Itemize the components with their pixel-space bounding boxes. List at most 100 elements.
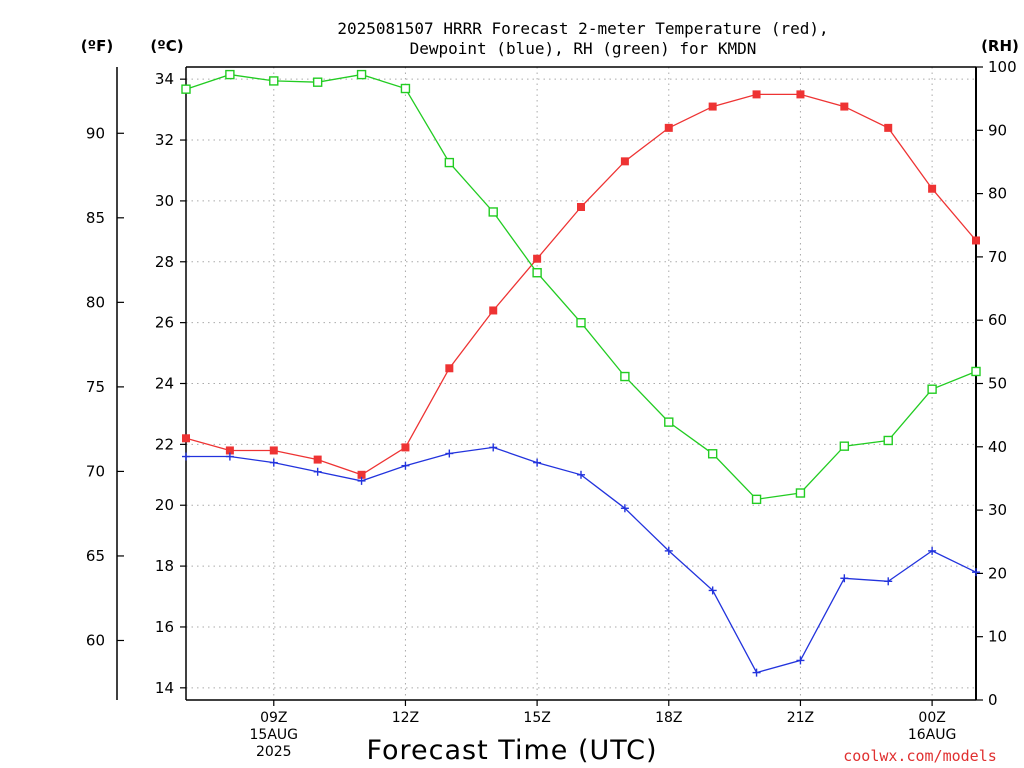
fahrenheit-tick-label: 70	[86, 462, 105, 480]
temperature-point	[928, 184, 937, 193]
dewpoint-point	[445, 449, 454, 458]
celsius-tick-label: 18	[155, 557, 174, 575]
rh-tick-label: 60	[988, 311, 1007, 329]
celsius-tick-label: 20	[155, 496, 174, 514]
rh-point	[883, 435, 893, 446]
dewpoint-point	[182, 452, 190, 461]
dewpoint-point	[489, 443, 498, 452]
fahrenheit-tick-label: 75	[86, 378, 105, 396]
dewpoint-point	[401, 461, 410, 470]
temperature-point	[533, 254, 542, 263]
dewpoint-point	[533, 458, 542, 467]
dewpoint-point	[928, 546, 937, 555]
temperature-point	[577, 202, 585, 211]
rh-point	[795, 488, 806, 498]
dewpoint-point	[269, 458, 278, 467]
rh-point	[532, 268, 542, 278]
temperature-point	[796, 90, 805, 99]
rh-tick-label: 10	[988, 628, 1007, 646]
rh-point	[488, 207, 498, 217]
rh-point	[400, 83, 411, 94]
dewpoint-point	[664, 546, 673, 555]
rh-point	[751, 494, 762, 505]
temperature-point	[182, 434, 190, 443]
celsius-tick-label: 32	[155, 131, 174, 149]
temperature-point	[489, 306, 498, 315]
rh-point	[664, 417, 674, 427]
x-tick-label: 15Z	[523, 710, 550, 726]
rh-point	[927, 384, 937, 394]
dewpoint-point	[796, 656, 805, 665]
temperature-point	[269, 446, 278, 455]
rh-tick-label: 30	[988, 501, 1007, 519]
temperature-point	[664, 123, 673, 132]
temperature-point	[752, 90, 761, 99]
axes: 14 16 18 20 22 24 26 28 30 32 34 60 65 70 75 80 85 90 0 10 2…	[86, 58, 1017, 760]
x-axis-title: Forecast Time (UTC)	[366, 735, 657, 766]
x-tick-label: 16AUG	[908, 727, 957, 743]
temperature-point	[708, 102, 717, 111]
rh-tick-label: 40	[988, 438, 1007, 456]
dewpoint-point	[752, 668, 761, 677]
rh-point	[707, 449, 718, 459]
rh-tick-label: 80	[988, 185, 1007, 203]
rh-tick-label: 20	[988, 564, 1007, 582]
celsius-tick-label: 24	[155, 375, 174, 393]
series	[181, 69, 981, 677]
rh-tick-label: 70	[988, 248, 1007, 266]
celsius-tick-label: 22	[155, 435, 174, 453]
temperature-point	[972, 236, 980, 245]
x-tick-label: 21Z	[787, 710, 814, 726]
dewpoint-point	[620, 504, 629, 513]
dewpoint-point	[357, 476, 366, 485]
dewpoint-point	[708, 586, 717, 595]
dewpoint-point	[972, 568, 980, 577]
rh-point	[444, 157, 455, 168]
rh-point	[312, 77, 323, 87]
dewpoint-point	[840, 574, 849, 583]
x-tick-label: 15AUG	[250, 727, 299, 743]
rh-point	[971, 366, 981, 377]
x-tick-label: 18Z	[655, 710, 682, 726]
rh-point	[620, 371, 630, 382]
celsius-tick-label: 14	[155, 679, 174, 697]
fahrenheit-axis-label: (ºF)	[81, 37, 113, 55]
rh-point	[269, 76, 279, 86]
celsius-tick-label: 26	[155, 314, 174, 332]
temperature-point	[313, 455, 322, 464]
temperature-point	[401, 443, 410, 452]
rh-tick-label: 100	[988, 58, 1017, 76]
dewpoint-point	[884, 577, 893, 586]
credit-text: coolwx.com/models	[843, 747, 997, 765]
x-tick-label: 12Z	[392, 710, 419, 726]
dewpoint-point	[313, 467, 322, 476]
celsius-tick-label: 30	[155, 192, 174, 210]
x-tick-label: 2025	[256, 744, 292, 760]
chart-title-line-2: Dewpoint (blue), RH (green) for KMDN	[410, 39, 757, 58]
rh-axis-label: (RH)	[981, 37, 1019, 55]
fahrenheit-tick-label: 85	[86, 209, 105, 227]
celsius-tick-label: 34	[155, 70, 174, 88]
fahrenheit-tick-label: 60	[86, 631, 105, 649]
rh-point	[181, 84, 191, 94]
temperature-point	[884, 123, 893, 132]
rh-tick-label: 50	[988, 375, 1007, 393]
rh-tick-label: 90	[988, 121, 1007, 139]
temperature-point	[225, 446, 234, 455]
rh-point	[356, 69, 367, 80]
fahrenheit-tick-label: 80	[86, 293, 105, 311]
x-tick-label: 09Z	[260, 710, 287, 726]
temperature-point	[445, 364, 454, 373]
rh-point	[576, 318, 586, 328]
rh-point	[225, 69, 235, 80]
dewpoint-point	[577, 470, 585, 479]
grid	[186, 67, 976, 700]
chart-title-line-1: 2025081507 HRRR Forecast 2-meter Tempera…	[337, 19, 828, 38]
dewpoint-point	[225, 452, 234, 461]
fahrenheit-tick-label: 65	[86, 547, 105, 565]
temperature-point	[840, 102, 849, 111]
celsius-axis-label: (ºC)	[150, 37, 183, 55]
temperature-point	[357, 470, 366, 479]
fahrenheit-tick-label: 90	[86, 124, 105, 142]
